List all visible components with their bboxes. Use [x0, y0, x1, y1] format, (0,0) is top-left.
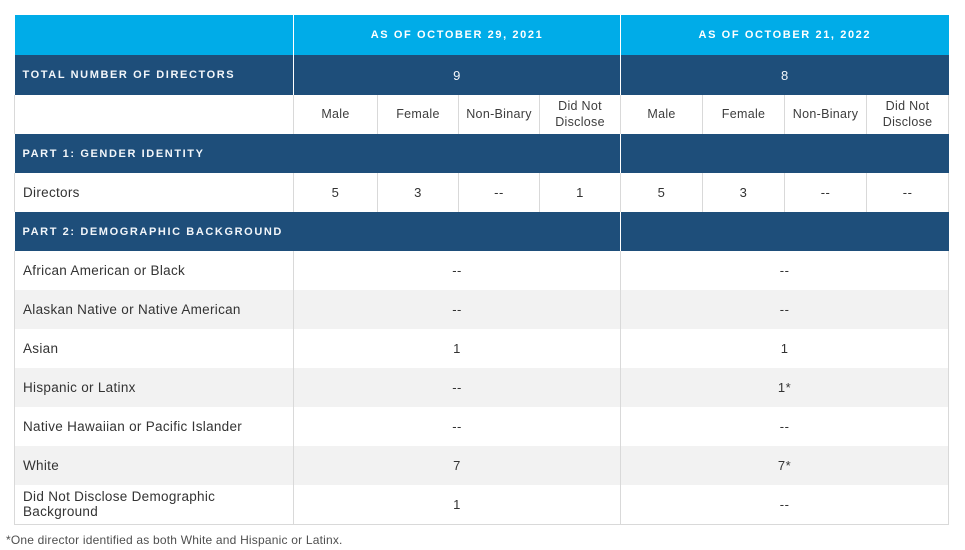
value-2022: -- [620, 251, 950, 290]
demographic-row-native-hawaiian: Native Hawaiian or Pacific Islander -- -… [14, 407, 950, 446]
value-2021: 7 [292, 446, 621, 485]
empty-label-cell [14, 95, 294, 134]
directors-label: Directors [14, 173, 294, 212]
total-directors-row: TOTAL NUMBER OF DIRECTORS 9 8 [14, 55, 949, 95]
row-label: White [14, 446, 294, 485]
gender-columns-row: Male Female Non-Binary Did Not Disclose … [14, 95, 950, 134]
value-2021: 1 [292, 329, 621, 368]
total-directors-label: TOTAL NUMBER OF DIRECTORS [14, 55, 294, 95]
row-label: Alaskan Native or Native American [14, 290, 294, 329]
part1-section-filler [620, 134, 949, 173]
part2-section-filler [620, 212, 949, 251]
footnote: *One director identified as both White a… [6, 532, 343, 547]
col-header-male-2021: Male [293, 95, 378, 134]
year-header-2022: AS OF OCTOBER 21, 2022 [620, 15, 949, 55]
demographic-row-african-american: African American or Black -- -- [14, 251, 950, 290]
directors-row: Directors 5 3 -- 1 5 3 -- -- [14, 173, 950, 212]
value-2021: -- [292, 251, 621, 290]
demographic-row-alaskan-native: Alaskan Native or Native American -- -- [14, 290, 950, 329]
col-header-nonbinary-2022: Non-Binary [784, 95, 867, 134]
diversity-matrix: AS OF OCTOBER 29, 2021 AS OF OCTOBER 21,… [14, 15, 950, 525]
value-2022: 1 [620, 329, 950, 368]
row-label: Hispanic or Latinx [14, 368, 294, 407]
year-header-row: AS OF OCTOBER 29, 2021 AS OF OCTOBER 21,… [14, 15, 949, 55]
directors-male-2022: 5 [620, 173, 703, 212]
value-2022: -- [620, 485, 950, 525]
value-2021: -- [292, 290, 621, 329]
col-header-male-2022: Male [620, 95, 703, 134]
value-2022: 7* [620, 446, 950, 485]
directors-nonbinary-2022: -- [784, 173, 867, 212]
col-header-didnotdisclose-2022: Did Not Disclose [866, 95, 950, 134]
value-2022: -- [620, 407, 950, 446]
row-label: Asian [14, 329, 294, 368]
demographic-row-did-not-disclose: Did Not Disclose Demographic Background … [14, 485, 950, 525]
value-2022: 1* [620, 368, 950, 407]
value-2021: 1 [292, 485, 621, 525]
year-header-2021: AS OF OCTOBER 29, 2021 [292, 15, 621, 55]
corner-cell [14, 15, 294, 55]
directors-didnotdisclose-2022: -- [866, 173, 950, 212]
col-header-didnotdisclose-2021: Did Not Disclose [538, 95, 621, 134]
value-2022: -- [620, 290, 950, 329]
col-header-female-2021: Female [377, 95, 459, 134]
part2-section-header: PART 2: DEMOGRAPHIC BACKGROUND [14, 212, 621, 251]
value-2021: -- [292, 407, 621, 446]
part2-section-row: PART 2: DEMOGRAPHIC BACKGROUND [14, 212, 949, 251]
directors-nonbinary-2021: -- [458, 173, 540, 212]
part1-section-row: PART 1: GENDER IDENTITY [14, 134, 949, 173]
row-label: Native Hawaiian or Pacific Islander [14, 407, 294, 446]
value-2021: -- [292, 368, 621, 407]
total-2022-value: 8 [620, 55, 949, 95]
directors-female-2021: 3 [377, 173, 459, 212]
board-diversity-table: AS OF OCTOBER 29, 2021 AS OF OCTOBER 21,… [14, 15, 950, 525]
demographic-row-asian: Asian 1 1 [14, 329, 950, 368]
row-label: African American or Black [14, 251, 294, 290]
col-header-nonbinary-2021: Non-Binary [458, 95, 540, 134]
col-header-female-2022: Female [702, 95, 785, 134]
demographic-row-white: White 7 7* [14, 446, 950, 485]
row-label: Did Not Disclose Demographic Background [14, 485, 294, 525]
directors-female-2022: 3 [702, 173, 785, 212]
directors-male-2021: 5 [293, 173, 378, 212]
total-2021-value: 9 [292, 55, 621, 95]
demographic-row-hispanic-latinx: Hispanic or Latinx -- 1* [14, 368, 950, 407]
part1-section-header: PART 1: GENDER IDENTITY [14, 134, 621, 173]
directors-didnotdisclose-2021: 1 [538, 173, 621, 212]
